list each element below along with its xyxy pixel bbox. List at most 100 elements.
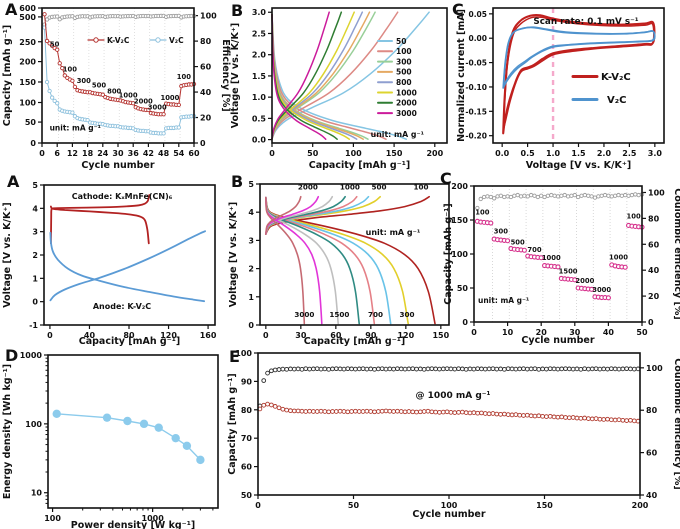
svg-text:0: 0 [32,298,38,307]
svg-text:-0.10: -0.10 [465,83,487,92]
svg-text:0.00: 0.00 [468,34,487,43]
svg-text:200: 200 [632,501,649,510]
panel-gcd-halfcell: 0 50 100 150 200 0.0 0.5 1.0 1.5 2.0 2.5 3.0 Capacit… [228,0,455,172]
svg-text:20: 20 [648,292,660,301]
svg-text:300: 300 [77,77,91,85]
svg-text:Voltage [V vs. K/K⁺]: Voltage [V vs. K/K⁺] [526,160,631,171]
svg-text:V₂C: V₂C [607,95,626,106]
svg-text:3000: 3000 [294,310,314,319]
svg-text:100: 100 [235,349,252,358]
svg-text:250: 250 [19,38,36,47]
svg-text:Coulombic efficiency [%]: Coulombic efficiency [%] [672,188,680,319]
svg-text:100: 100 [413,183,428,192]
svg-text:1: 1 [248,293,254,302]
svg-text:1000: 1000 [396,88,417,97]
svg-text:1000: 1000 [609,253,628,261]
svg-text:2000: 2000 [134,98,153,106]
svg-text:unit: mA g⁻¹: unit: mA g⁻¹ [478,296,529,305]
svg-text:Efficiency [%]: Efficiency [%] [220,39,231,112]
svg-text:800: 800 [107,87,121,95]
svg-text:90: 90 [365,331,377,340]
svg-text:100: 100 [63,65,77,73]
svg-text:20: 20 [536,328,548,337]
svg-text:80: 80 [123,331,135,340]
panel-letter: B [231,172,244,191]
panel-letter: E [229,347,240,366]
svg-text:0: 0 [255,501,261,510]
svg-text:1500: 1500 [329,310,349,319]
svg-text:40: 40 [648,266,660,275]
svg-text:800: 800 [396,78,412,87]
svg-text:300: 300 [494,228,508,236]
svg-text:100: 100 [44,514,61,523]
svg-text:1000: 1000 [119,92,138,100]
svg-text:1.0: 1.0 [252,93,267,102]
svg-text:-0.15: -0.15 [465,107,487,116]
svg-text:Coulombic efficiency [%]: Coulombic efficiency [%] [672,358,680,489]
svg-text:1.5: 1.5 [571,149,586,158]
svg-text:2: 2 [248,265,254,274]
svg-text:0.5: 0.5 [521,149,536,158]
svg-text:300: 300 [396,57,412,66]
svg-text:80: 80 [241,406,253,415]
svg-text:Capacity [mAh g⁻¹]: Capacity [mAh g⁻¹] [443,203,454,305]
svg-text:48: 48 [158,149,170,158]
svg-text:K-V₂C: K-V₂C [107,36,130,45]
svg-text:100: 100 [626,213,640,221]
svg-text:150: 150 [19,78,36,87]
svg-text:150: 150 [432,331,449,340]
svg-text:1: 1 [32,274,38,283]
svg-text:0: 0 [200,139,206,148]
panel-letter: C [440,169,452,188]
svg-text:60: 60 [200,63,212,72]
svg-text:unit: mA g⁻¹: unit: mA g⁻¹ [366,228,421,237]
svg-text:Normalized current [mA]: Normalized current [mA] [456,9,467,142]
svg-text:0: 0 [269,149,275,158]
svg-text:Capacity [mAh g⁻¹]: Capacity [mAh g⁻¹] [304,336,406,347]
svg-text:Voltage [V vs. K/K⁺]: Voltage [V vs. K/K⁺] [230,23,241,128]
svg-text:Scan rate: 0.1 mV s⁻¹: Scan rate: 0.1 mV s⁻¹ [533,17,638,27]
svg-text:0.0: 0.0 [495,149,510,158]
svg-text:500: 500 [396,68,412,77]
svg-text:100: 100 [451,250,468,259]
svg-text:100: 100 [19,99,36,108]
svg-text:0: 0 [263,331,269,340]
svg-text:30: 30 [569,328,581,337]
svg-text:2.0: 2.0 [252,51,267,60]
panel-gcd-fullcell: 0 30 60 90 120 150 0 1 2 3 4 5 Capacity [mAh g⁻¹] Vol… [228,172,455,347]
svg-text:0: 0 [30,139,36,148]
svg-text:60: 60 [330,331,342,340]
svg-text:100: 100 [396,47,412,56]
svg-text:Anode: K-V₂C: Anode: K-V₂C [93,302,151,311]
svg-text:120: 120 [160,331,177,340]
panel-letter: B [231,1,244,20]
svg-text:3: 3 [248,236,254,245]
svg-text:V₂C: V₂C [169,36,184,45]
svg-text:40: 40 [646,491,658,500]
svg-text:Capacity [mAh g⁻¹]: Capacity [mAh g⁻¹] [309,160,411,171]
svg-text:700: 700 [527,246,541,254]
panel-rate-capability-halfcell: 0 6 12 18 24 30 36 42 48 54 60 0 50 100 150 200 250 500 60… [0,0,231,172]
svg-text:50: 50 [50,41,60,49]
svg-text:12: 12 [67,149,78,158]
svg-text:100: 100 [475,209,489,217]
svg-text:10: 10 [502,328,514,337]
svg-text:50: 50 [636,328,648,337]
svg-text:Capacity [mAh g⁻¹]: Capacity [mAh g⁻¹] [79,336,181,347]
svg-text:40: 40 [84,331,96,340]
svg-text:100: 100 [345,149,362,158]
svg-text:10: 10 [31,489,43,498]
cycling-stability-chart: 0 50 100 150 2005060708090100406080100Cycle … [227,349,680,520]
svg-text:60: 60 [646,449,658,458]
svg-text:Power density [W kg⁻¹]: Power density [W kg⁻¹] [71,520,195,529]
svg-text:300: 300 [399,310,414,319]
svg-text:100: 100 [441,501,458,510]
rate-capability-halfcell-chart: 0 6 12 18 24 30 36 42 48 54 6005010015020025050060… [2,4,231,171]
svg-text:2000: 2000 [396,99,417,108]
svg-text:50: 50 [457,284,469,293]
svg-text:160: 160 [200,331,217,340]
svg-text:-0.05: -0.05 [465,59,487,68]
svg-text:0.05: 0.05 [468,10,487,19]
svg-text:40: 40 [603,328,615,337]
svg-text:1.5: 1.5 [252,72,267,81]
